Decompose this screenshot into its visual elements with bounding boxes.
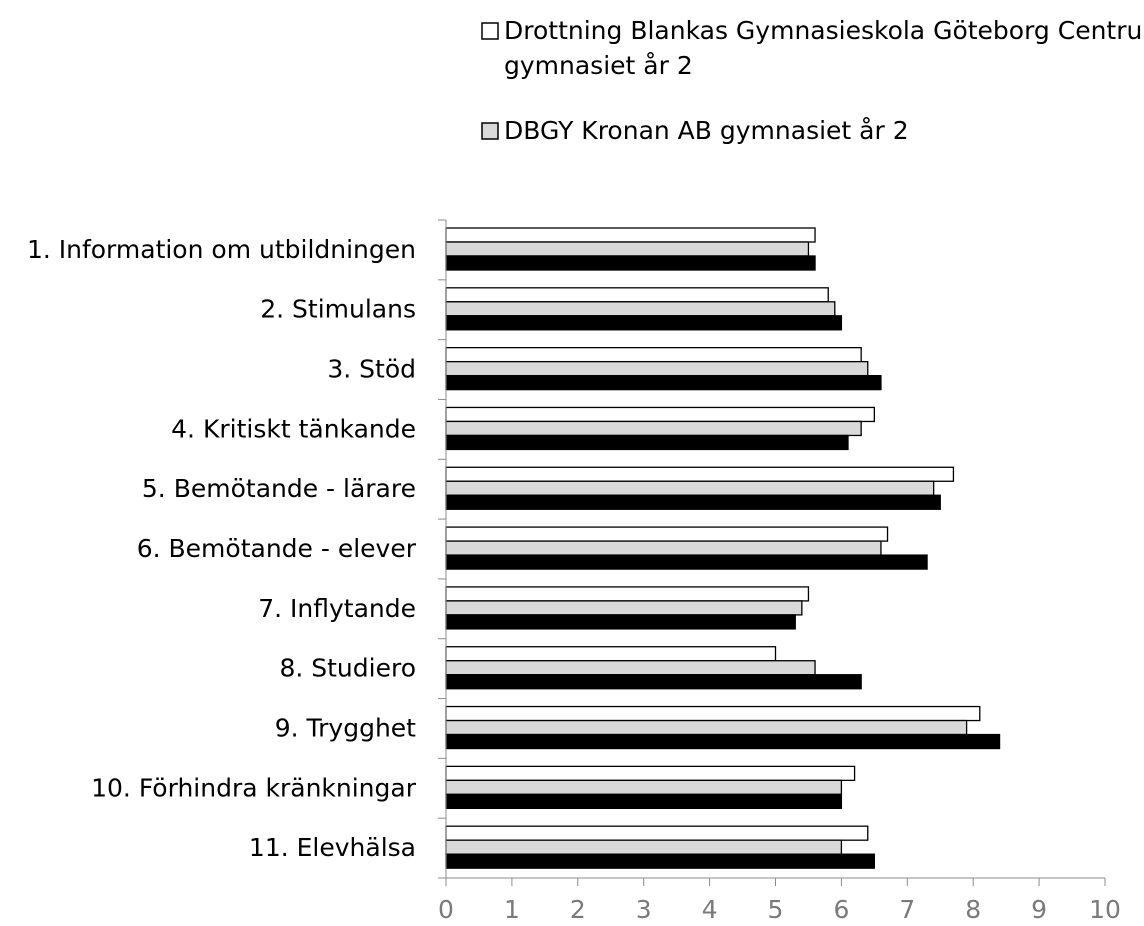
bar-s2-c9 xyxy=(445,719,968,736)
bar-s1-c9 xyxy=(445,705,981,722)
bar-s1-c1 xyxy=(445,227,816,243)
category-label-8: 8. Studiero xyxy=(279,654,416,683)
legend-swatch-2 xyxy=(481,122,499,140)
x-tick-label-4: 4 xyxy=(702,895,718,924)
bar-s2-c3 xyxy=(445,360,869,377)
category-label-3: 3. Stöd xyxy=(327,355,416,384)
x-tick-label-6: 6 xyxy=(833,895,849,924)
category-label-1: 1. Information om utbildningen xyxy=(27,235,416,264)
bar-s1-c10 xyxy=(445,765,856,782)
legend-label-1-line-1: Drottning Blankas Gymnasieskola Göteborg… xyxy=(504,16,1144,45)
category-label-5: 5. Bemötande - lärare xyxy=(142,474,416,503)
category-label-7: 7. Inflytande xyxy=(258,594,416,623)
bar-s2-c1 xyxy=(445,241,810,257)
bar-s2-c10 xyxy=(445,779,843,796)
legend-label-2: DBGY Kronan AB gymnasiet år 2 xyxy=(504,116,909,145)
x-tick-label-9: 9 xyxy=(1031,895,1047,924)
bar-s3-c1 xyxy=(445,255,816,271)
bar-s1-c5 xyxy=(445,466,955,482)
x-tick-label-0: 0 xyxy=(438,895,454,924)
bar-s2-c5 xyxy=(445,480,935,496)
category-label-4: 4. Kritiskt tänkande xyxy=(171,414,416,443)
category-label-9: 9. Trygghet xyxy=(275,713,416,742)
bar-s2-c11 xyxy=(445,839,843,855)
bar-s3-c11 xyxy=(445,853,876,869)
bar-s3-c2 xyxy=(445,315,843,331)
legend-label-1-line-2: gymnasiet år 2 xyxy=(504,51,693,80)
x-tick-label-8: 8 xyxy=(965,895,981,924)
bar-s3-c7 xyxy=(445,614,796,630)
bar-s3-c8 xyxy=(445,674,862,690)
bar-s1-c3 xyxy=(445,346,862,363)
bar-s2-c8 xyxy=(445,660,816,676)
x-tick-label-5: 5 xyxy=(768,895,784,924)
legend: Drottning Blankas Gymnasieskola Göteborg… xyxy=(481,16,1144,145)
bar-s1-c4 xyxy=(445,406,876,423)
x-tick-label-1: 1 xyxy=(504,895,520,924)
category-label-10: 10. Förhindra kränkningar xyxy=(91,773,417,802)
x-tick-label-2: 2 xyxy=(570,895,586,924)
bar-s3-c3 xyxy=(445,374,882,391)
x-tick-label-7: 7 xyxy=(899,895,915,924)
legend-swatch-1 xyxy=(481,22,499,40)
plot-area xyxy=(445,227,1001,869)
bar-s1-c7 xyxy=(445,586,810,602)
bar-s3-c9 xyxy=(445,733,1001,750)
bar-s1-c2 xyxy=(445,287,829,303)
bar-s2-c2 xyxy=(445,301,836,317)
category-label-6: 6. Bemötande - elever xyxy=(137,534,417,563)
bar-s2-c4 xyxy=(445,420,862,437)
bar-s2-c6 xyxy=(445,540,882,556)
bar-s3-c6 xyxy=(445,554,928,570)
bar-s2-c7 xyxy=(445,600,803,616)
x-tick-label-3: 3 xyxy=(636,895,652,924)
bar-s3-c10 xyxy=(445,793,843,810)
bar-s3-c4 xyxy=(445,434,849,451)
bar-s1-c8 xyxy=(445,646,777,662)
bar-s1-c6 xyxy=(445,526,889,542)
bar-s3-c5 xyxy=(445,494,941,510)
category-label-11: 11. Elevhälsa xyxy=(249,833,416,862)
category-label-2: 2. Stimulans xyxy=(260,295,416,324)
axes: 1. Information om utbildningen 2. Stimula… xyxy=(27,219,1121,924)
bar-s1-c11 xyxy=(445,825,869,841)
x-tick-label-10: 10 xyxy=(1089,895,1121,924)
